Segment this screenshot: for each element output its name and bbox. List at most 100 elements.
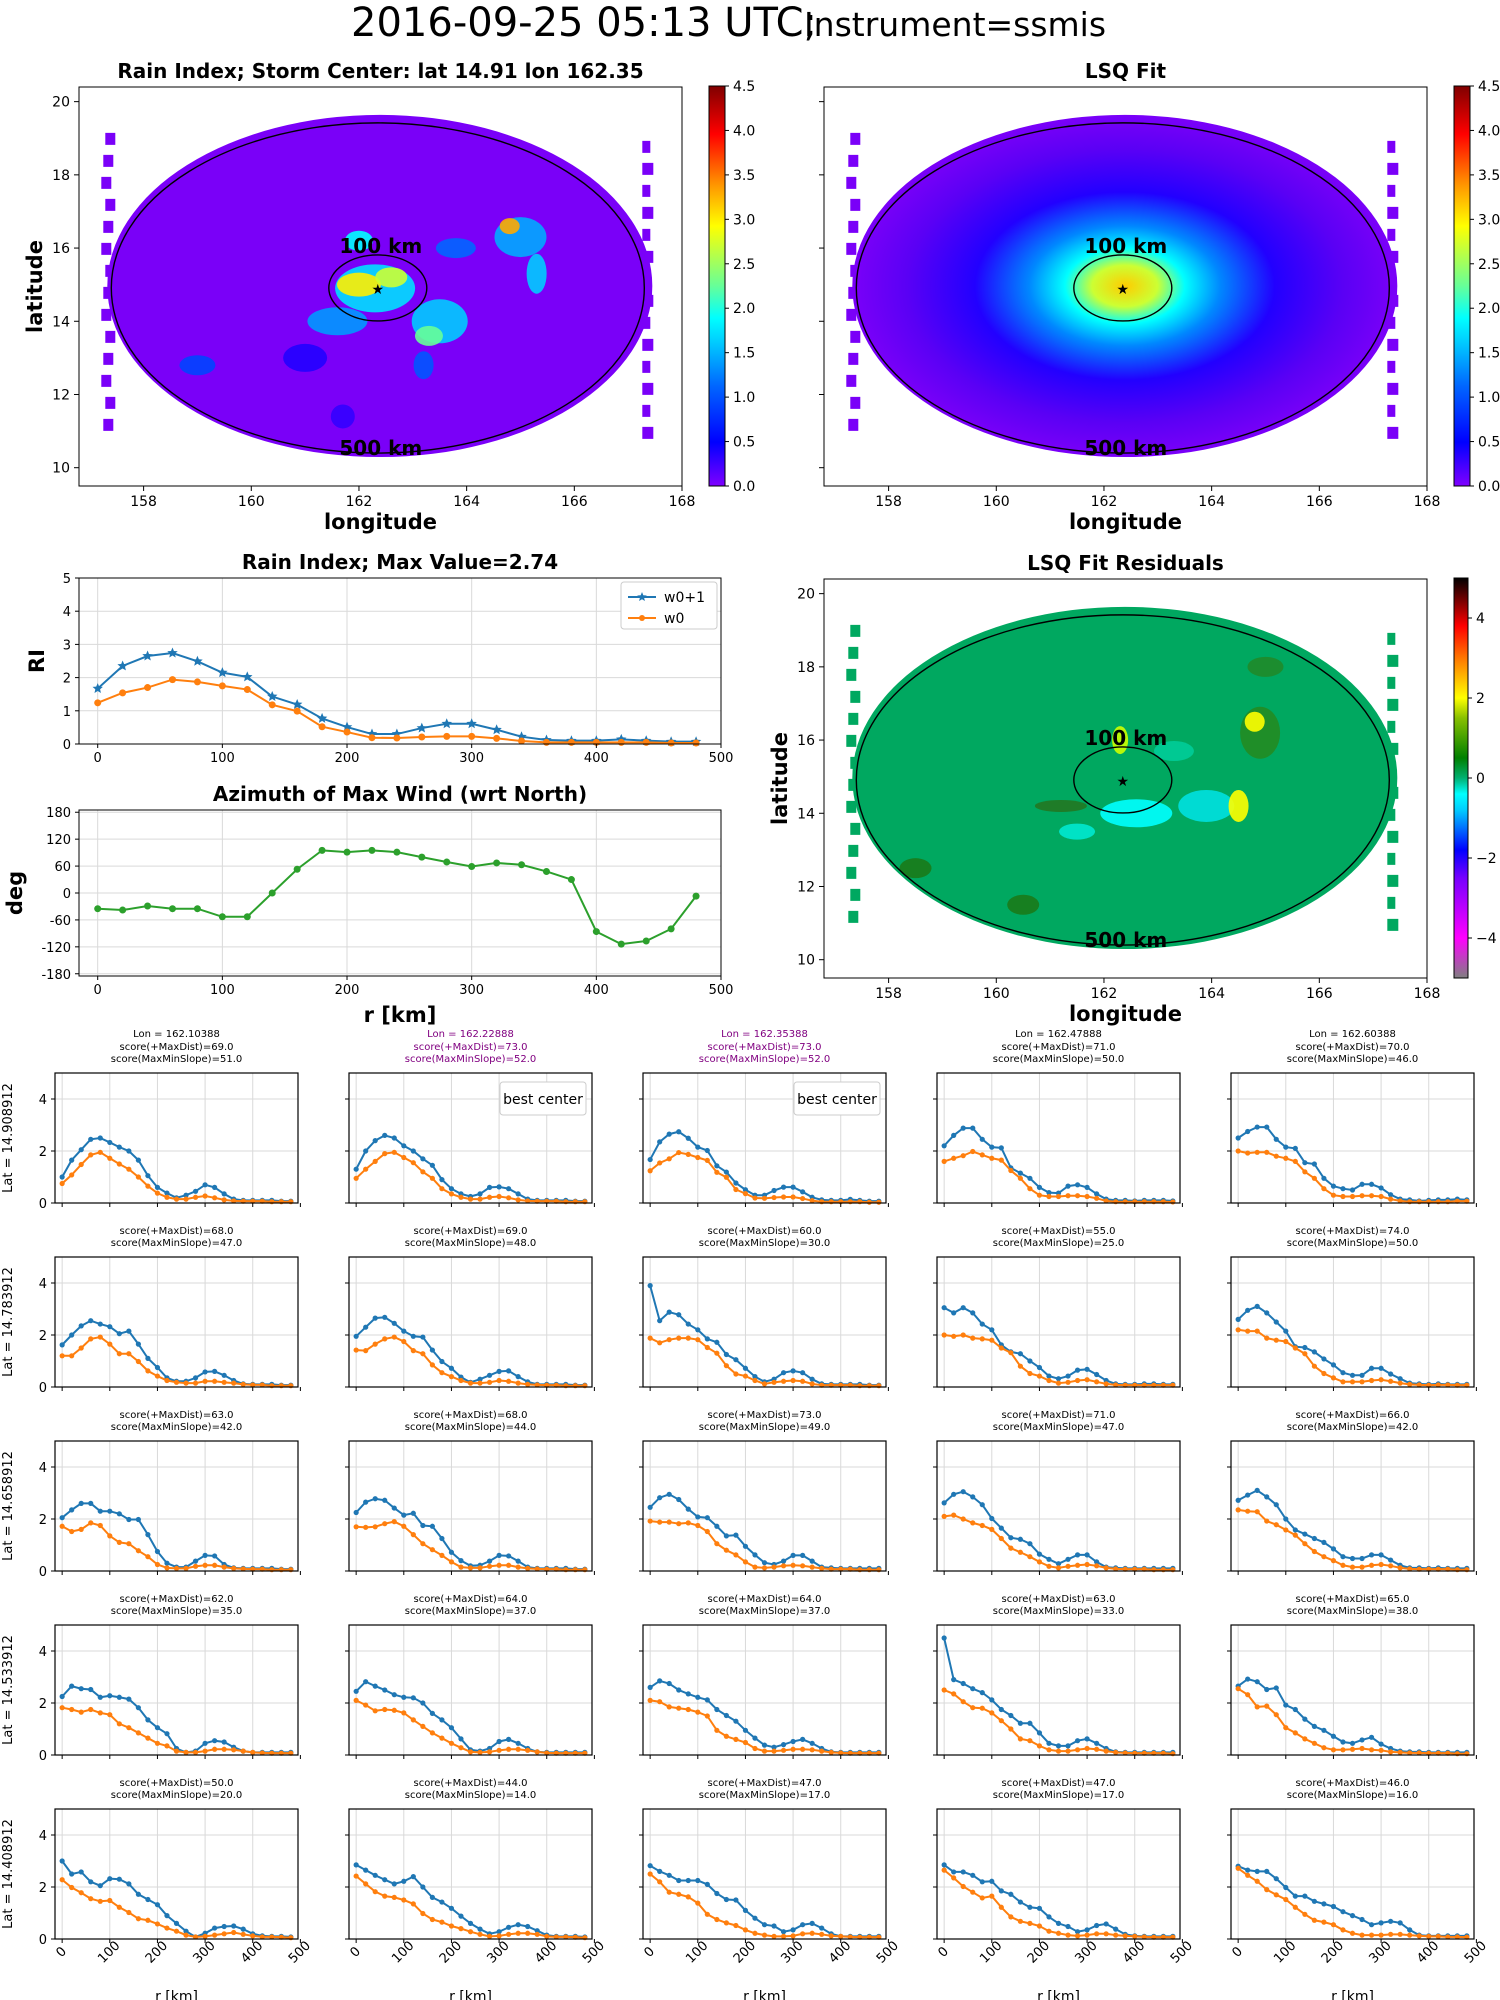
rain-cell [413, 351, 434, 380]
subplot-score-slope: score(MaxMinSlope)=33.0 [993, 1606, 1124, 1617]
data-point [1113, 1926, 1119, 1932]
subplot-score-slope: score(MaxMinSlope)=50.0 [993, 1054, 1124, 1065]
data-point [723, 1733, 729, 1739]
data-point [1321, 1745, 1327, 1751]
y-tick-label: 0 [63, 887, 71, 902]
grid-subplot: 0 2 4 Lon = 162.10388 score(+MaxDist)=69.0sc… [1, 1029, 301, 1212]
swath-edge-cell [846, 800, 857, 813]
data-point [126, 1328, 132, 1334]
data-point [443, 858, 451, 866]
swath-edge-cell [642, 338, 654, 351]
x-tick-label: 100 [95, 1938, 123, 1966]
data-point [667, 739, 675, 747]
axes-frame [642, 1072, 887, 1204]
data-point [989, 1526, 995, 1532]
axes-frame [54, 1808, 299, 1940]
data-point [666, 1519, 672, 1525]
grid-subplot: 0 100 200 300 400 500 score(+MaxDist)=47.0scor… [933, 1778, 1196, 2000]
data-point [676, 1891, 682, 1897]
data-point [458, 1377, 464, 1384]
data-point [809, 1920, 815, 1926]
data-point [998, 1706, 1004, 1713]
data-point [439, 1535, 445, 1542]
data-point [493, 734, 501, 742]
data-point [1378, 1920, 1384, 1926]
data-point [183, 1928, 189, 1934]
data-point [1065, 1923, 1071, 1930]
data-point [1445, 1382, 1451, 1388]
best-center-box [793, 1081, 881, 1116]
data-point [1407, 1566, 1413, 1572]
data-point [467, 1196, 474, 1202]
data-point [250, 1749, 256, 1755]
data-point [1368, 1562, 1375, 1568]
data-point [88, 1136, 94, 1142]
swath-edge-cell [1387, 140, 1396, 153]
data-point [439, 1358, 445, 1365]
data-point [1435, 1933, 1441, 1939]
data-point [443, 732, 451, 740]
data-point [518, 861, 526, 869]
x-tick-label: 158 [130, 494, 157, 510]
data-point [448, 1191, 455, 1197]
subplot-score-maxdist: score(+MaxDist)=66.0 [1296, 1410, 1410, 1421]
data-point [876, 1199, 882, 1205]
data-point [468, 732, 476, 740]
data-point [1122, 1933, 1128, 1939]
data-point [714, 1169, 720, 1175]
y-axis-label: RI [25, 649, 49, 673]
data-point [243, 913, 251, 921]
data-point [78, 1686, 84, 1692]
grid-subplot: 0 2 4 score(+MaxDist)=62.0score(MaxMinSlope… [1, 1594, 301, 1764]
series-line-w01 [649, 1130, 879, 1203]
data-point [467, 1749, 474, 1755]
data-point [1008, 1712, 1014, 1719]
data-point [525, 1923, 531, 1930]
data-point [1273, 1522, 1279, 1528]
data-point [477, 1376, 483, 1382]
x-tick-label: 164 [1198, 986, 1225, 1002]
y-tick-label: -120 [41, 941, 71, 956]
grid-subplot: 0 100 200 300 400 500 score(+MaxDist)=46.0scor… [1227, 1778, 1490, 2000]
data-point [1235, 1497, 1241, 1503]
grid-subplot: 0 2 4 score(+MaxDist)=68.0score(MaxMinSlope… [1, 1226, 301, 1396]
data-point [164, 1565, 170, 1571]
data-point [695, 1694, 701, 1700]
data-point [59, 1858, 65, 1864]
data-point [1084, 1184, 1090, 1190]
y-tick-label: 20 [52, 95, 70, 111]
data-point [439, 1552, 445, 1558]
data-point [1084, 1736, 1090, 1742]
data-point [1103, 1381, 1109, 1387]
data-point [704, 1157, 710, 1163]
data-point [752, 1195, 758, 1201]
data-point [382, 1706, 388, 1713]
data-point [429, 1710, 435, 1716]
panel-title: LSQ Fit [1085, 59, 1167, 83]
data-point [1046, 1740, 1052, 1746]
data-point [1046, 1377, 1052, 1384]
data-point [704, 1336, 710, 1342]
data-point [1055, 1376, 1062, 1382]
data-point [1397, 1380, 1403, 1386]
map-field [846, 606, 1399, 950]
y-tick-label: 1 [63, 705, 71, 720]
y-tick-label: 4 [39, 1829, 47, 1844]
best-center-label: best center [503, 1092, 583, 1108]
data-point [401, 1338, 407, 1345]
data-point [742, 1365, 749, 1371]
y-tick-label: 18 [52, 168, 70, 184]
data-point [989, 1515, 995, 1522]
axes-frame [642, 1624, 887, 1756]
subplot-score-slope: score(MaxMinSlope)=52.0 [405, 1054, 536, 1065]
swath-edge-cell [642, 206, 654, 219]
data-point [420, 1541, 426, 1547]
data-point [1388, 1557, 1394, 1563]
data-point [259, 1382, 265, 1388]
data-point [448, 1549, 455, 1555]
data-point [173, 1379, 180, 1385]
data-point [1027, 1554, 1033, 1560]
y-tick-label: 0 [63, 738, 71, 753]
series-line-w01 [355, 1134, 585, 1203]
residual-cell [1178, 789, 1235, 822]
